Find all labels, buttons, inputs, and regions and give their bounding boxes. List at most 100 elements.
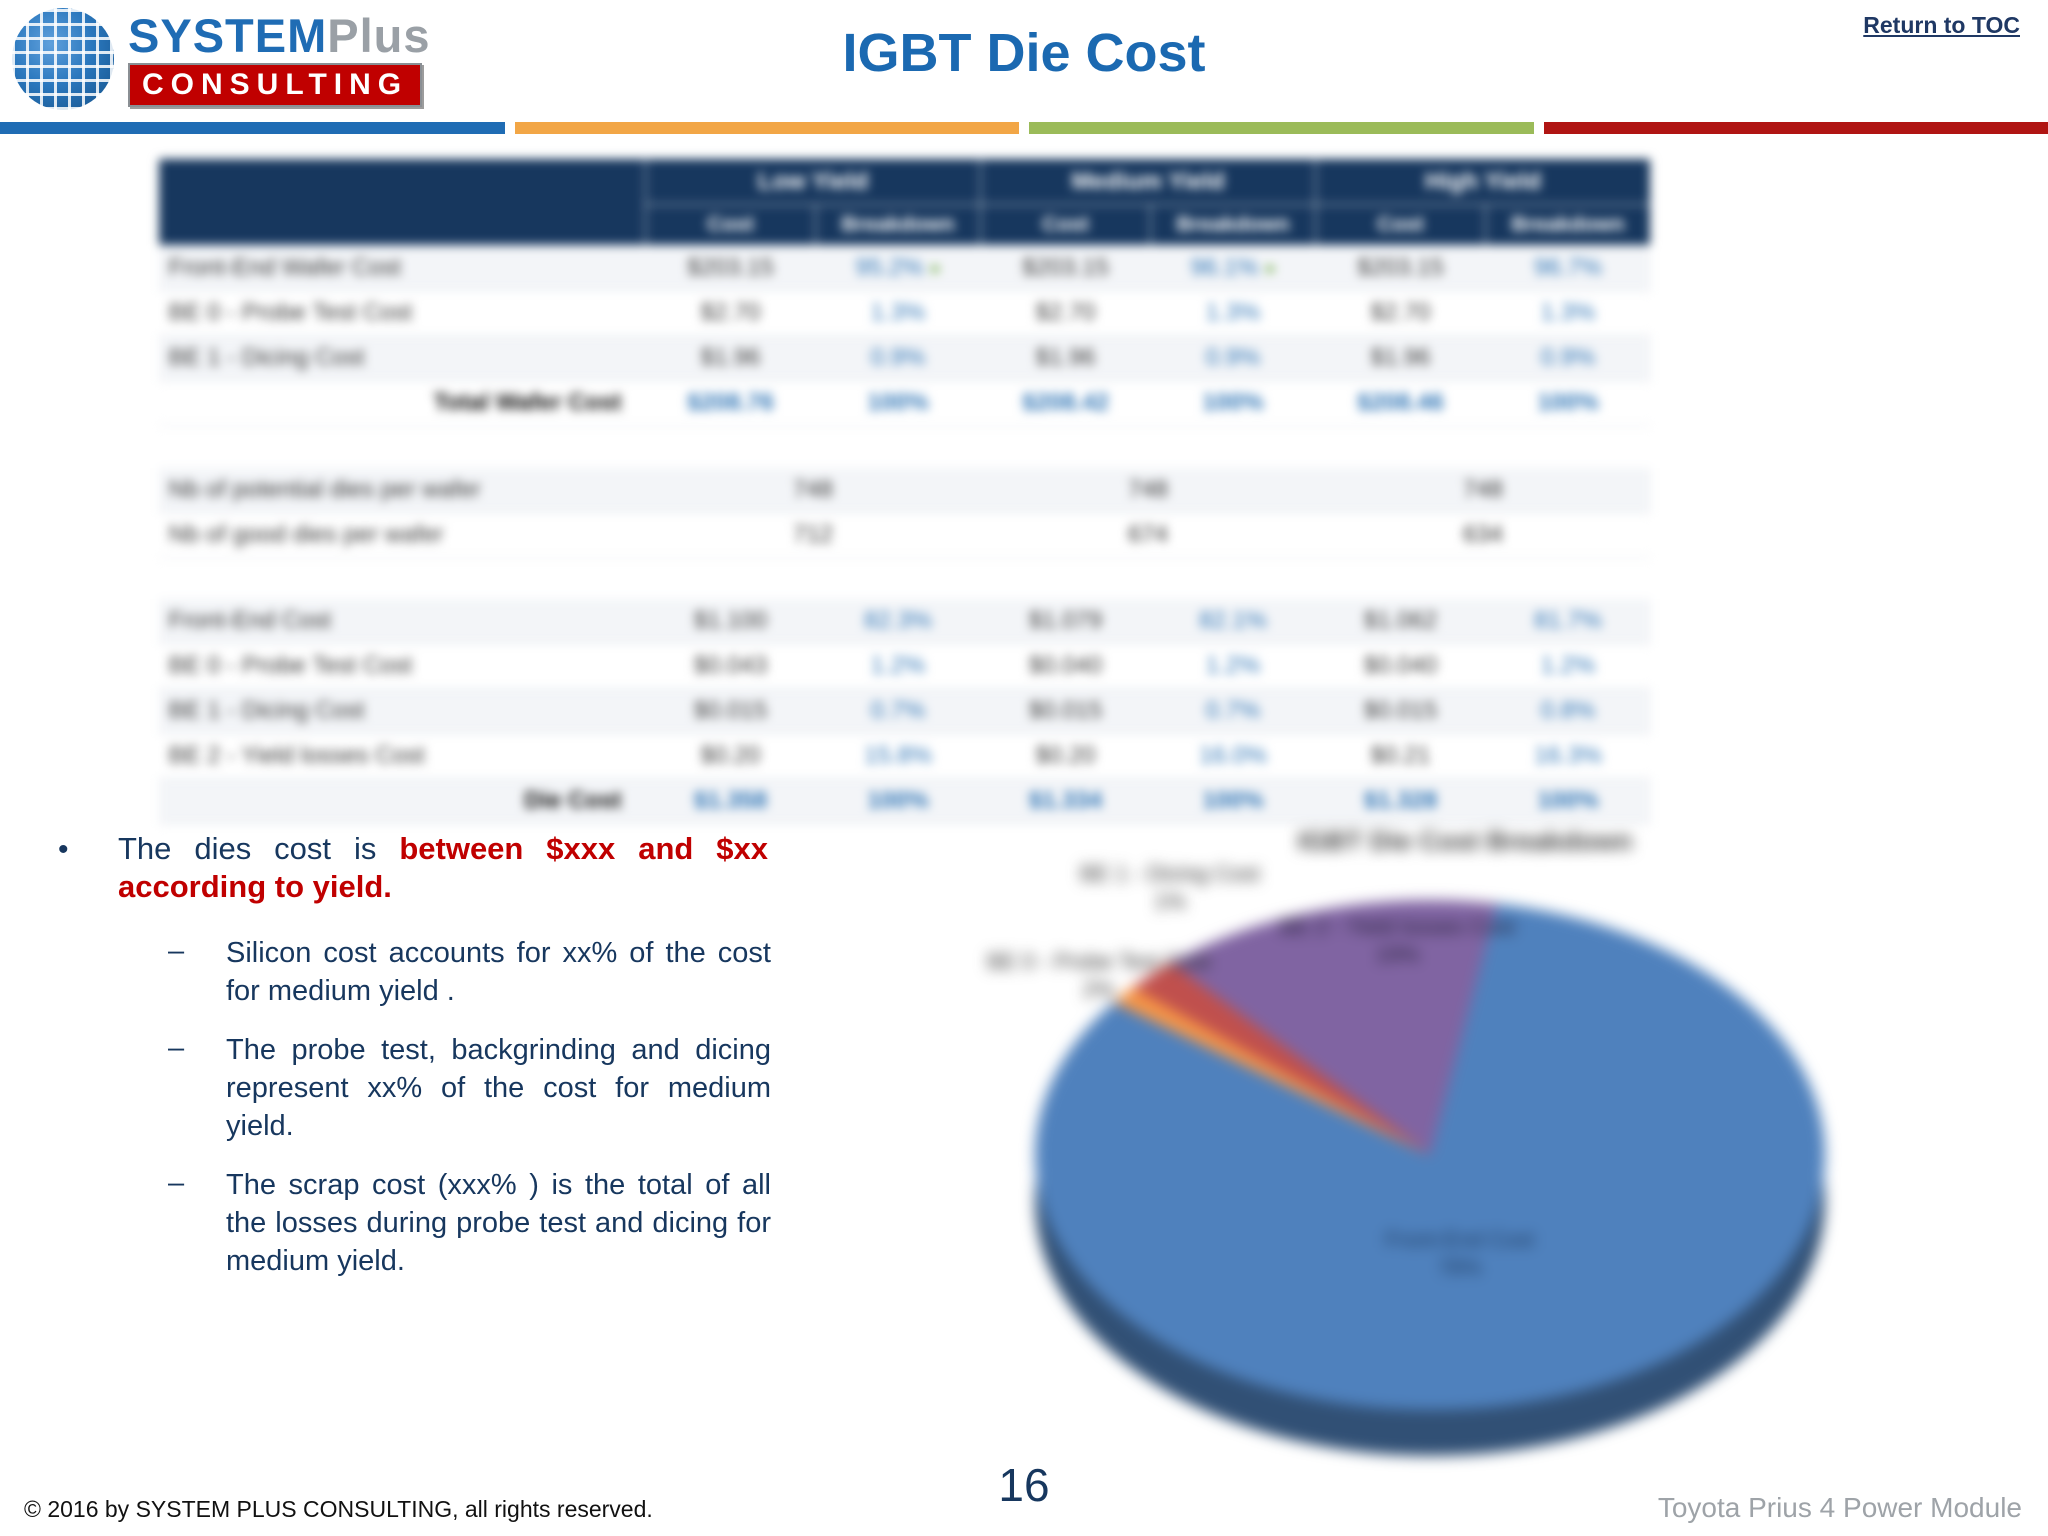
table-cell: 1.2% (1150, 643, 1316, 689)
table-row: Front-End Cost $1.100 82.3% $1.079 82.1% $1.0… (158, 599, 1651, 644)
row-label: BE 2 - Yield losses Cost (158, 733, 646, 779)
row-label: Total Wafer Cost (158, 380, 646, 426)
table-cell: $0.21 (1315, 733, 1486, 779)
table-cell: $203.15 (645, 245, 816, 291)
logo-subtitle: CONSULTING (128, 62, 423, 107)
accent-bar (0, 122, 2048, 134)
bullet-main-prefix: The dies cost is (118, 831, 400, 866)
table-cell: 81.7% (1485, 599, 1651, 644)
table-row: BE 0 - Probe Test Cost $0.043 1.2% $0.040 1.… (158, 643, 1651, 689)
return-to-toc-link[interactable]: Return to TOC (1863, 12, 2020, 38)
table-group-header: Medium Yield (980, 158, 1316, 205)
table-cell: $203.15 (980, 245, 1151, 291)
pie-label-yield-losses-value: 19% (1375, 941, 1420, 967)
pie-label-dicing: BE 1 - Dicing Cost 1% (1080, 860, 1260, 915)
table-row (158, 557, 1651, 599)
systemplus-logo: SYSTEMPlus CONSULTING (12, 8, 431, 110)
row-label: Nb of good dies per wafer (158, 512, 646, 558)
sub-bullet-3-text: The scrap cost (xxx% ) is the total of a… (226, 1169, 771, 1277)
row-label: Front-End Wafer Cost (158, 245, 646, 291)
pie-label-front-end-value: 78% (1437, 1254, 1482, 1280)
table-sub-header: Breakdown (815, 204, 981, 246)
row-label: Front-End Cost (158, 599, 646, 644)
pie-chart (1035, 900, 1825, 1456)
table-cell: $203.15 (1315, 245, 1486, 291)
table-cell: $2.70 (645, 290, 816, 336)
pie-label-probe-test: BE 0 - Probe Test Cost 2% (987, 948, 1210, 1003)
table-cell: $1.358 (645, 778, 816, 824)
row-label: BE 0 - Probe Test Cost (158, 643, 646, 689)
table-cell: 96.1% (1150, 245, 1316, 291)
table-cell: $1.062 (1315, 599, 1486, 644)
table-cell: 674 (980, 512, 1316, 558)
bullet-main-highlight: between $xxx and $xx according to yield. (118, 831, 768, 905)
sub-bullet-1-text: Silicon cost accounts for xx% of the cos… (226, 936, 771, 1007)
table-cell: 15.8% (815, 733, 981, 779)
table-cell: $1.334 (980, 778, 1151, 824)
die-cost-pie-chart: IGBT Die Cost Breakdown BE 1 - Dicing Co… (985, 808, 1875, 1488)
table-cell: 748 (1315, 467, 1651, 513)
bullet-main-text: The dies cost is between $xxx and $xx ac… (118, 830, 768, 907)
table-cell: 100% (1485, 778, 1651, 824)
table-cell: 0.9% (815, 335, 981, 381)
pie-label-dicing-value: 1% (1153, 888, 1186, 914)
table-row: BE 0 - Probe Test Cost $2.70 1.3% $2.70 1.3%… (158, 290, 1651, 336)
table-group-header: Low Yield (645, 158, 981, 205)
row-label: Die Cost (158, 778, 646, 824)
logo-name-bold: SYSTEM (128, 8, 328, 62)
table-sub-header: Breakdown (1484, 204, 1652, 246)
pie-label-dicing-text: BE 1 - Dicing Cost (1080, 861, 1260, 886)
table-cell: $2.70 (980, 290, 1151, 336)
table-cell: $208.76 (645, 380, 816, 426)
accent-bar-segment (514, 122, 1019, 134)
table-cell: $0.015 (645, 688, 816, 734)
pie-label-probe-test-value: 2% (1082, 976, 1115, 1002)
page-number: 16 (998, 1459, 1050, 1511)
table-cell: $1.96 (645, 335, 816, 381)
bullet-list: • The dies cost is between $xxx and $xx … (58, 830, 788, 1302)
table-cell: 16.3% (1485, 733, 1651, 779)
table-cell: $1.100 (645, 599, 816, 644)
table-cell: 100% (1485, 380, 1651, 426)
sub-bullet-1: – Silicon cost accounts for xx% of the c… (168, 935, 788, 1010)
logo-name: SYSTEMPlus (128, 12, 431, 59)
table-cell: $0.043 (645, 643, 816, 689)
pie-label-probe-test-text: BE 0 - Probe Test Cost (987, 949, 1211, 974)
table-row: Die Cost $1.358 100% $1.334 100% $1.328 100% (158, 778, 1651, 824)
table-row: Nb of good dies per wafer 712 674 634 (158, 512, 1651, 558)
pie-label-yield-losses-text: BE 2 - Yield losses Cost (1280, 914, 1515, 939)
sub-bullet-3: – The scrap cost (xxx% ) is the total of… (168, 1167, 788, 1280)
dash-marker: – (168, 1167, 185, 1200)
table-cell: $1.96 (980, 335, 1151, 381)
table-cell: $0.015 (980, 688, 1151, 734)
table-cell: $208.46 (1315, 380, 1486, 426)
row-label: BE 0 - Probe Test Cost (158, 290, 646, 336)
table-cell: $0.20 (980, 733, 1151, 779)
table-cell: 1.2% (1485, 643, 1651, 689)
table-row: Nb of potential dies per wafer 748 748 748 (158, 467, 1651, 513)
accent-bar-segment (0, 122, 505, 134)
table-corner-cell (158, 158, 646, 246)
table-group-header: High Yield (1314, 158, 1652, 205)
table-cell: 748 (645, 467, 981, 513)
accent-bar-segment (1029, 122, 1534, 134)
logo-name-light: Plus (327, 8, 431, 62)
table-sub-header: Breakdown (1150, 204, 1316, 246)
copyright-notice: © 2016 by SYSTEM PLUS CONSULTING, all ri… (24, 1496, 653, 1522)
table-cell: 82.1% (1150, 599, 1316, 644)
table-cell: $0.040 (1315, 643, 1486, 689)
table-cell: 634 (1315, 512, 1651, 558)
table-cell: 0.7% (1150, 688, 1316, 734)
table-sub-header: Cost (645, 204, 816, 246)
row-label: BE 1 - Dicing Cost (158, 688, 646, 734)
table-cell: 0.8% (1485, 688, 1651, 734)
pie-top (1035, 900, 1825, 1410)
row-label: Nb of potential dies per wafer (158, 467, 646, 513)
table-cell: $2.70 (1315, 290, 1486, 336)
table-sub-header: Cost (980, 204, 1151, 246)
table-cell: 100% (815, 778, 981, 824)
pie-label-front-end-text: Front-End Cost (1385, 1227, 1535, 1252)
cost-table-container: Low Yield Medium Yield High Yield Cost Break… (158, 158, 1652, 824)
project-name: Toyota Prius 4 Power Module (1657, 1492, 2022, 1523)
table-cell: 1.3% (1150, 290, 1316, 336)
